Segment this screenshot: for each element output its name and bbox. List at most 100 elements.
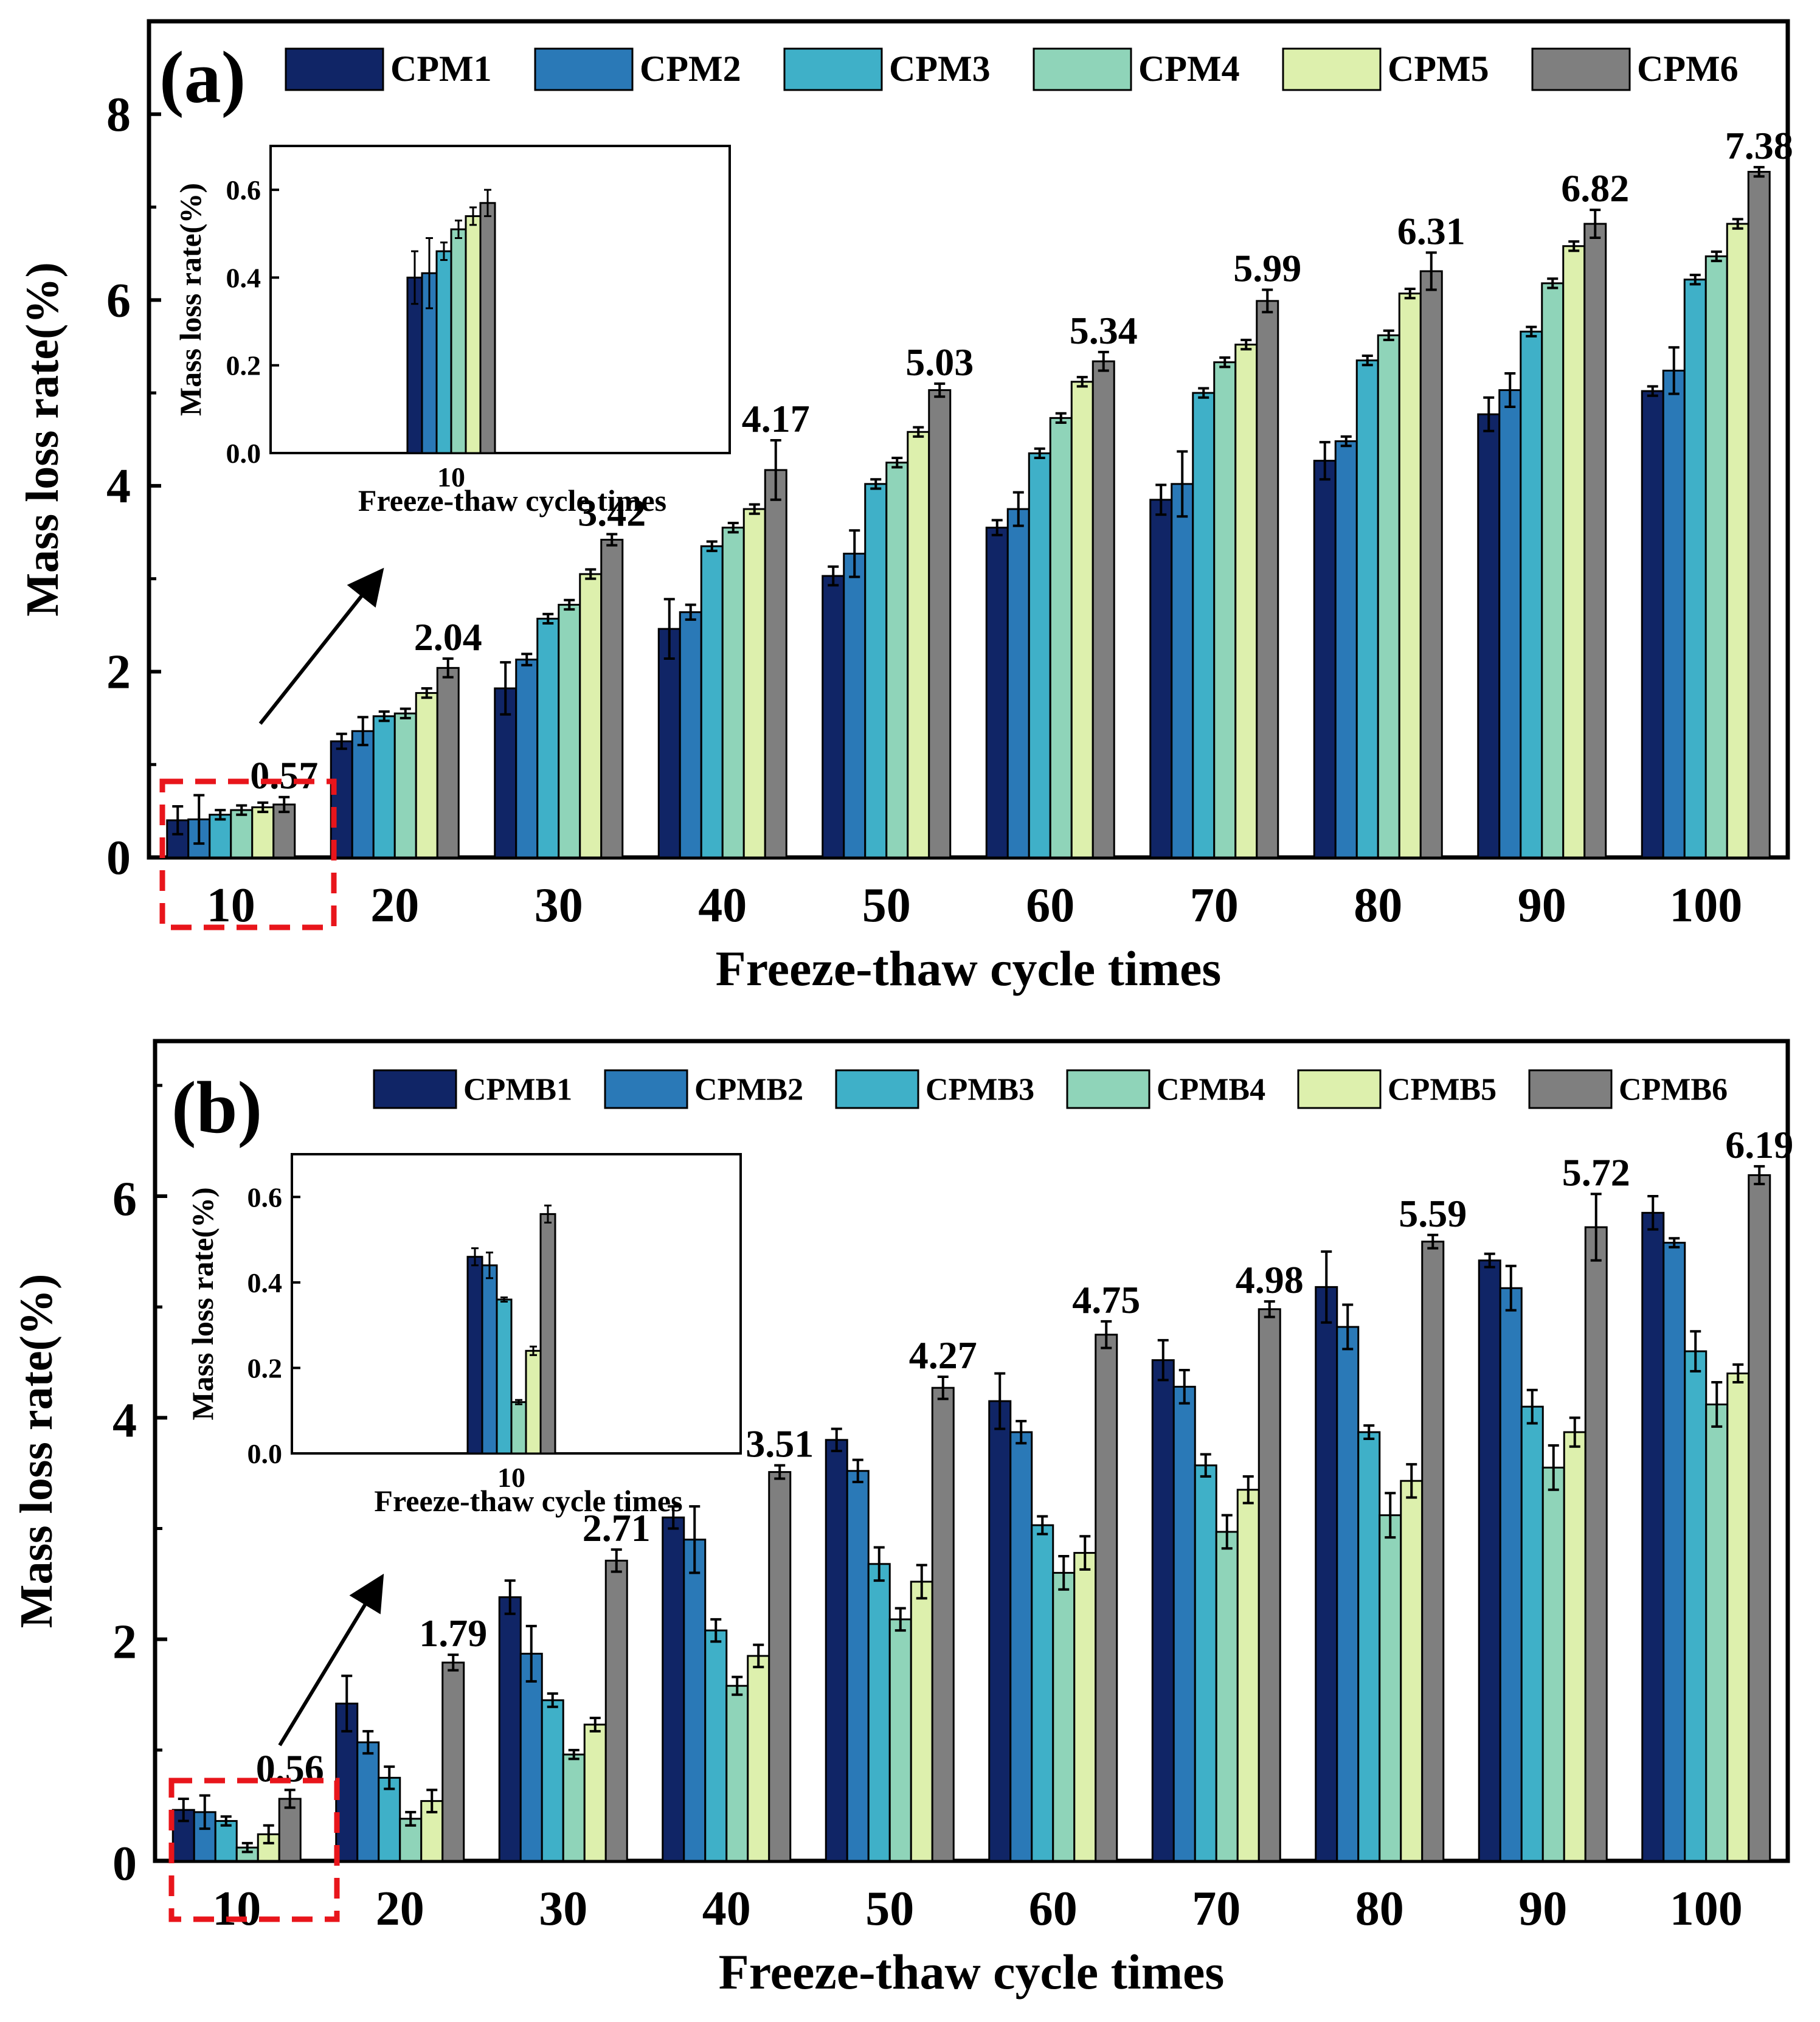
legend-label-cpmb6: CPMB6 (1619, 1072, 1728, 1107)
zoom-arrow (258, 567, 384, 725)
legend-swatch-cpm3 (783, 47, 883, 91)
inset-x-tick-label: 10 (497, 1462, 525, 1493)
bar-cpm5-70 (1234, 344, 1258, 859)
bar-cpm3-60 (1028, 452, 1051, 859)
plot-frame (153, 1039, 1790, 1863)
bar-cpm4-20 (393, 712, 417, 859)
bar-cpm2-80 (1334, 440, 1358, 859)
y-tick-label: 2 (112, 1616, 137, 1669)
bar-cpm3-30 (536, 617, 560, 859)
bar-cpm6-80 (1419, 270, 1443, 859)
legend-swatch-cpmb6 (1528, 1069, 1613, 1109)
bar-cpm6-40 (764, 469, 787, 859)
bar-cpmb3-10 (214, 1819, 238, 1862)
legend-swatch-cpmb3 (835, 1069, 919, 1109)
bar-cpmb6-80 (1421, 1241, 1445, 1862)
bar-cpmb3-100 (1684, 1350, 1708, 1862)
bar-cpmb6-70 (1258, 1308, 1281, 1862)
bar-cpm2-30 (515, 659, 539, 859)
bar-cpm4-90 (1541, 282, 1565, 859)
legend-label-cpmb1: CPMB1 (463, 1072, 572, 1107)
bar-cpm3-50 (864, 483, 888, 859)
bar-cpm6-60 (1092, 360, 1115, 859)
bar-cpm6-100 (1747, 171, 1771, 859)
bar-cpmb6-10 (278, 1798, 302, 1862)
x-axis-title: Freeze-thaw cycle times (716, 941, 1222, 996)
legend-label-cpm2: CPM2 (640, 49, 741, 89)
x-tick-label: 60 (1026, 879, 1074, 932)
inset-x-axis-title: Freeze-thaw cycle times (358, 483, 666, 518)
x-tick-label: 10 (207, 879, 255, 932)
bar-cpmb5-50 (910, 1581, 933, 1862)
bar-cpm3-20 (372, 715, 396, 859)
x-tick-label: 40 (702, 1882, 751, 1936)
x-tick-label: 20 (376, 1882, 424, 1936)
data-label: 4.27 (909, 1334, 977, 1377)
bar-cpmb2-80 (1336, 1326, 1360, 1862)
data-label: 5.59 (1399, 1192, 1467, 1235)
bar-cpmb5-60 (1073, 1552, 1097, 1862)
x-tick-label: 30 (535, 879, 583, 932)
x-tick-label: 80 (1354, 879, 1402, 932)
bar-cpm4-100 (1704, 255, 1728, 859)
x-tick-label: 70 (1192, 1882, 1240, 1936)
x-tick-label: 50 (865, 1882, 914, 1936)
legend-label-cpm4: CPM4 (1138, 49, 1240, 89)
bar-cpmb5-100 (1726, 1372, 1750, 1862)
bar-cpmb4-60 (1052, 1571, 1076, 1862)
data-label: 5.99 (1233, 247, 1301, 290)
bar-cpmb2-40 (683, 1539, 707, 1862)
data-label: 0.57 (250, 754, 318, 797)
bar-cpm5-30 (579, 573, 603, 859)
bar-cpm1-40 (657, 628, 681, 859)
bar-cpm3-90 (1520, 330, 1543, 859)
data-label: 5.72 (1562, 1151, 1630, 1194)
bar-cpmb6-100 (1748, 1174, 1771, 1862)
data-label: 4.17 (742, 397, 810, 440)
bar-cpmb6-20 (441, 1661, 465, 1862)
bar-cpm1-90 (1477, 413, 1501, 859)
bar-cpmb1-90 (1478, 1259, 1501, 1862)
bar-cpmb2-70 (1172, 1385, 1196, 1862)
highlight-box (168, 1778, 340, 1922)
y-axis-title: Mass loss rate(%) (17, 262, 68, 617)
bar-cpm5-40 (742, 508, 766, 859)
data-label: 6.31 (1397, 209, 1465, 252)
panel-label: (a) (159, 36, 246, 119)
bar-cpmb2-90 (1499, 1287, 1523, 1862)
legend-swatch-cpmb5 (1297, 1069, 1382, 1109)
data-label: 3.51 (746, 1422, 814, 1466)
bar-cpm4-30 (558, 603, 581, 859)
bar-cpmb5-80 (1400, 1480, 1424, 1862)
bar-cpm1-30 (494, 687, 517, 859)
y-tick-label: 0 (112, 1837, 137, 1891)
bar-cpm2-90 (1498, 389, 1522, 859)
data-label: 5.03 (905, 341, 974, 384)
bar-cpm2-20 (351, 730, 375, 859)
bar-cpmb1-40 (662, 1516, 685, 1862)
bar-cpm4-60 (1049, 417, 1073, 859)
inset-x-axis-title: Freeze-thaw cycle times (374, 1484, 682, 1518)
legend-label-cpmb4: CPMB4 (1157, 1072, 1265, 1107)
inset-bar-cpm3 (435, 250, 452, 454)
x-tick-label: 90 (1518, 1882, 1567, 1936)
bar-cpm6-30 (600, 539, 624, 859)
data-label: 3.42 (578, 491, 646, 534)
bar-cpmb1-80 (1315, 1286, 1338, 1862)
bar-cpm3-80 (1355, 359, 1379, 859)
bar-cpm3-40 (700, 545, 724, 859)
legend-label-cpmb2: CPMB2 (694, 1072, 803, 1107)
bar-cpm2-50 (843, 552, 867, 859)
bar-cpm5-80 (1398, 293, 1422, 859)
panel-label: (b) (171, 1067, 262, 1149)
bar-cpm4-80 (1377, 334, 1400, 859)
inset-y-tick-label: 0.4 (226, 262, 261, 293)
data-label: 5.34 (1070, 309, 1138, 352)
legend-label-cpm3: CPM3 (889, 49, 991, 89)
inset-y-tick-label: 0.2 (226, 350, 261, 381)
bar-cpmb2-100 (1663, 1242, 1686, 1862)
inset-bar-cpm4 (450, 228, 467, 454)
bar-cpmb4-70 (1215, 1531, 1239, 1862)
bar-cpm4-70 (1213, 361, 1237, 859)
x-tick-label: 50 (862, 879, 911, 932)
